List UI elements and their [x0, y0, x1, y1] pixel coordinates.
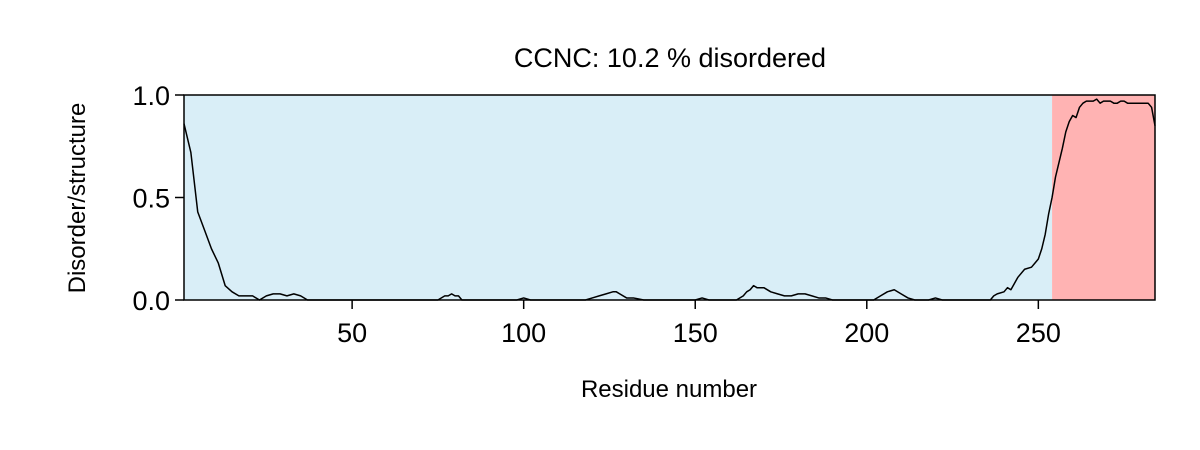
- region-bands: [184, 95, 1155, 300]
- x-axis-label: Residue number: [581, 376, 757, 403]
- y-tick-label: 0.0: [132, 286, 170, 316]
- x-tick-label: 50: [337, 318, 367, 348]
- x-tick-label: 100: [501, 318, 546, 348]
- y-axis-ticks: 0.0 0.5 1.0: [132, 81, 184, 316]
- y-tick-label: 0.5: [132, 184, 170, 214]
- y-tick-label: 1.0: [132, 81, 170, 111]
- x-tick-label: 200: [844, 318, 889, 348]
- y-axis-label: Disorder/structure: [64, 103, 91, 294]
- x-tick-label: 250: [1016, 318, 1061, 348]
- x-tick-label: 150: [673, 318, 718, 348]
- x-axis-ticks: 50 100 150 200 250: [337, 300, 1061, 348]
- region-structured: [184, 95, 1053, 300]
- chart-title: CCNC: 10.2 % disordered: [514, 43, 826, 73]
- region-disordered: [1052, 95, 1155, 300]
